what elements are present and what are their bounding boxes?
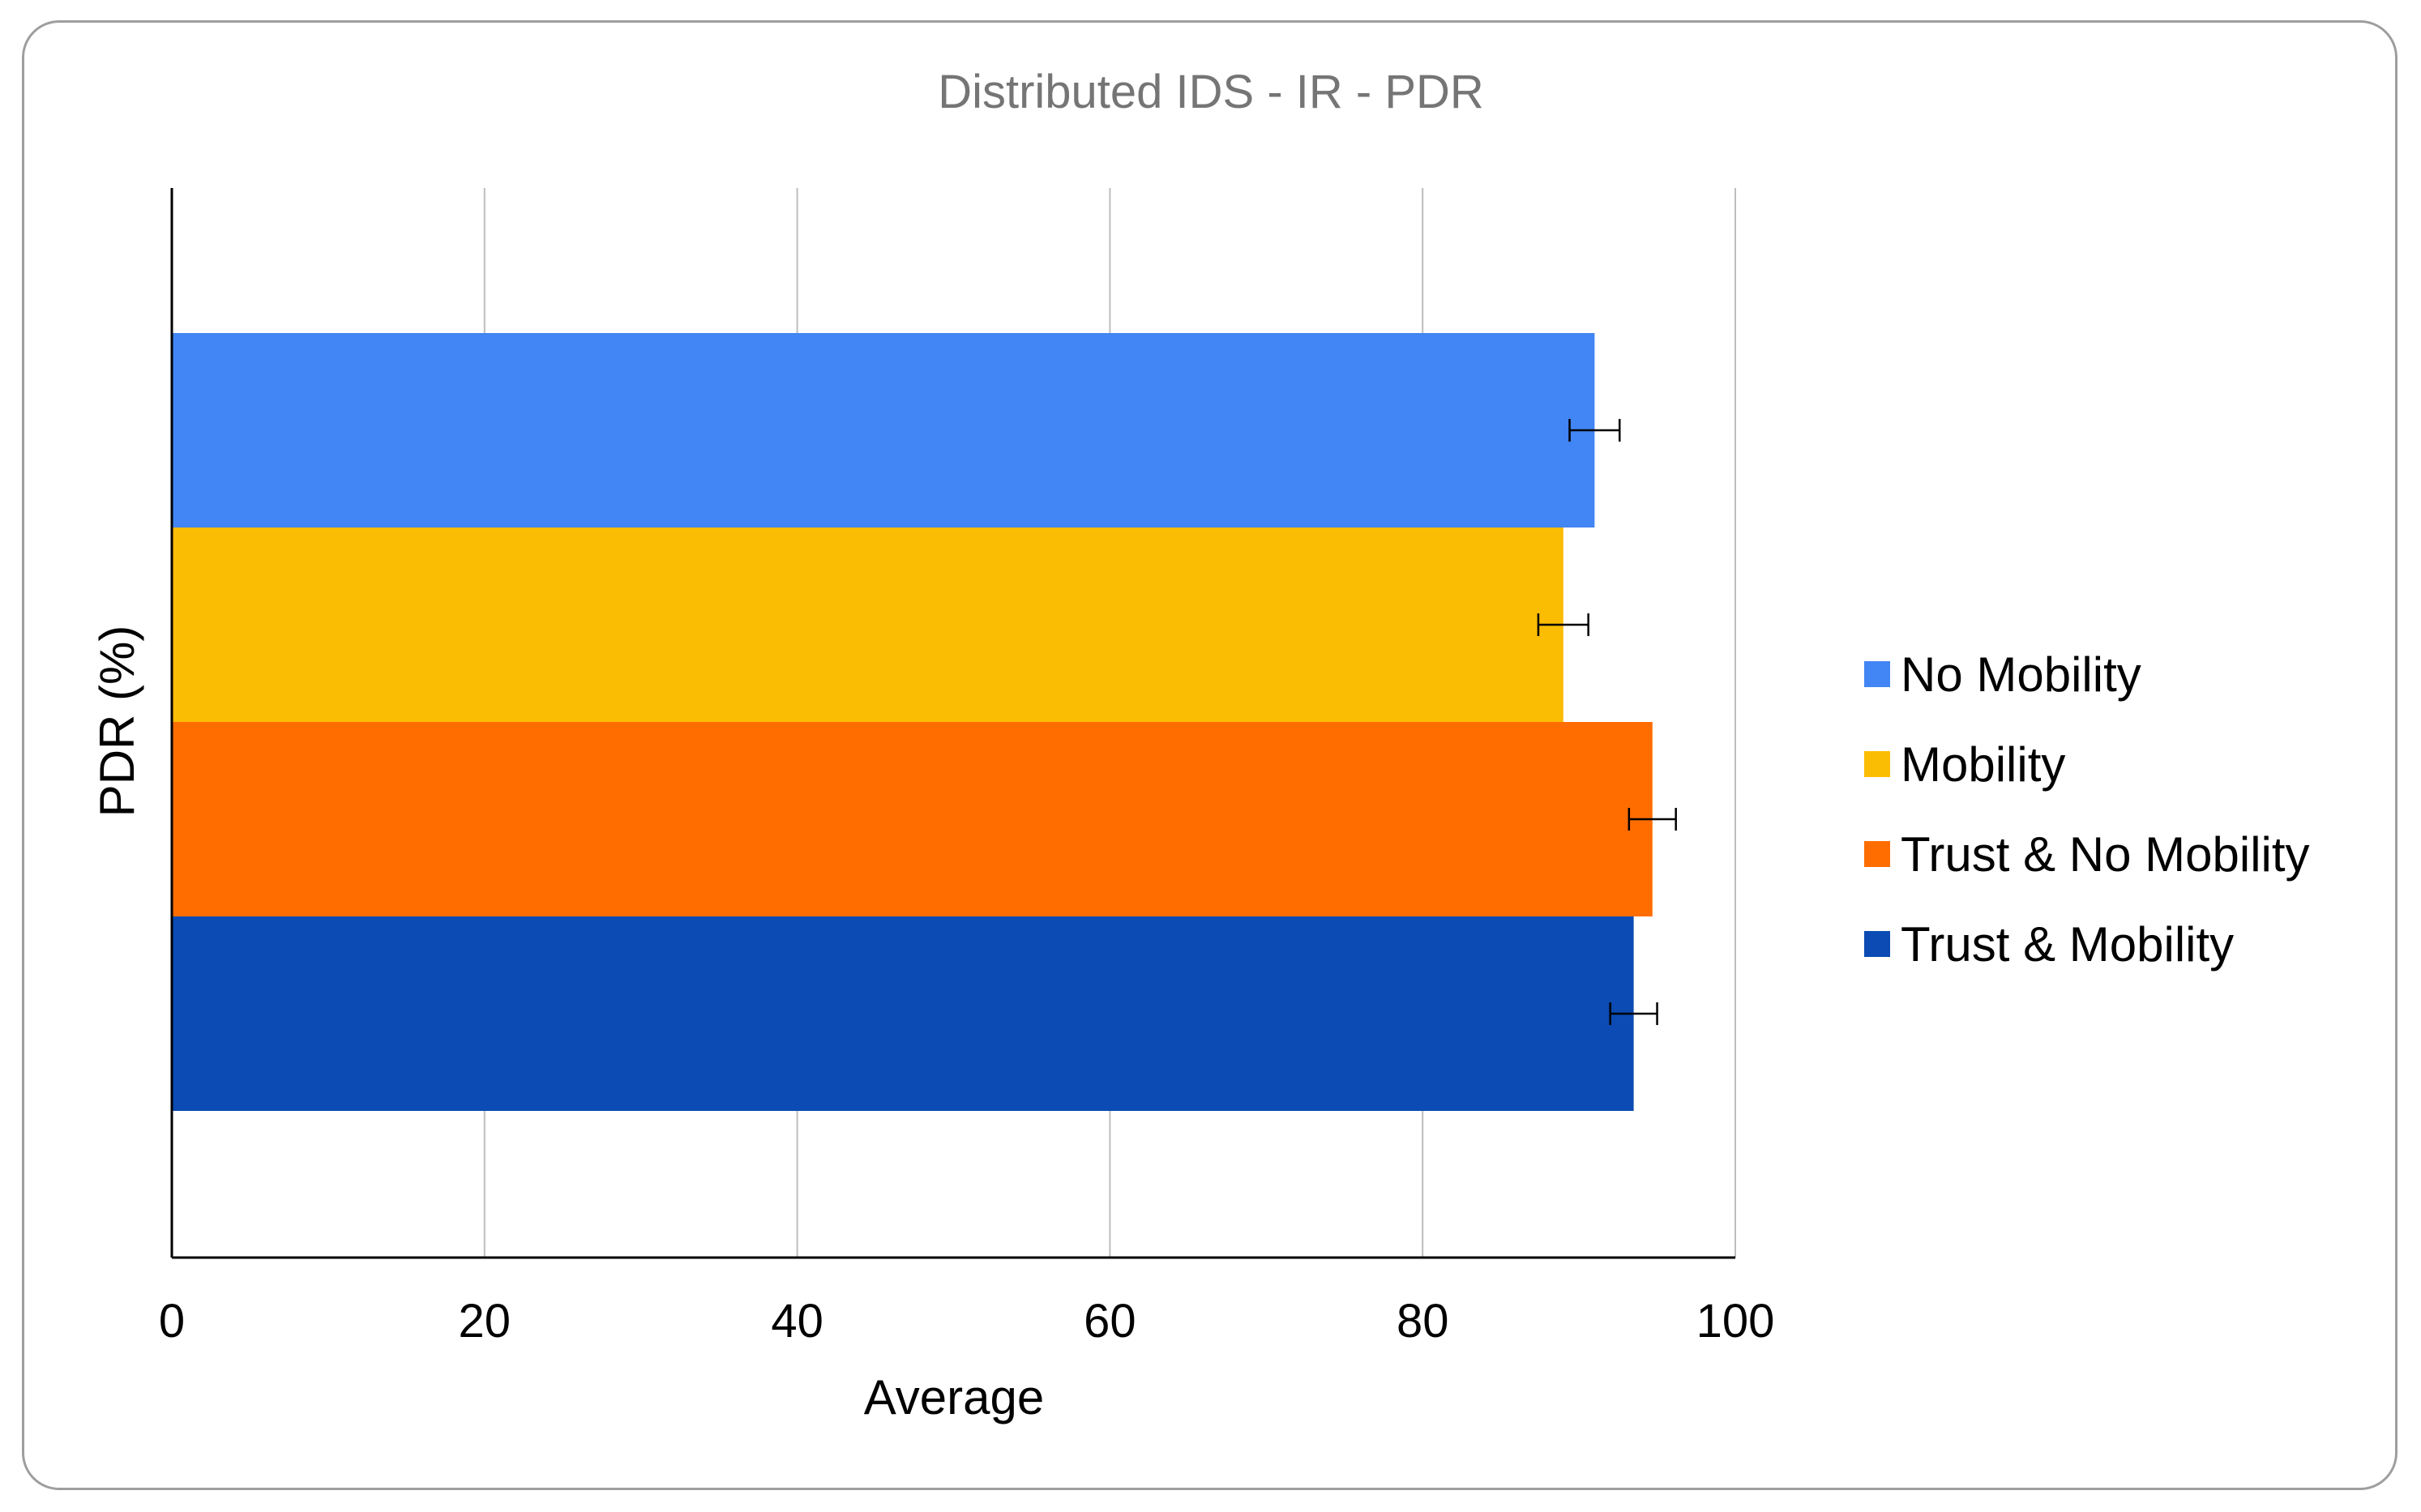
legend-label: No Mobility xyxy=(1901,647,2141,702)
legend: No Mobility Mobility Trust & No Mobility Tr… xyxy=(1864,647,2310,972)
x-tick-label: 20 xyxy=(459,1295,511,1348)
error-bar xyxy=(1628,808,1677,831)
legend-item: Trust & No Mobility xyxy=(1864,827,2310,882)
legend-swatch xyxy=(1864,661,1890,687)
bar-trust-mobility xyxy=(172,916,1634,1111)
bar-no-mobility xyxy=(172,333,1595,527)
bar-trust-no-mobility xyxy=(172,722,1653,916)
bars xyxy=(172,333,1653,1111)
error-bar xyxy=(1568,419,1621,442)
x-tick-label: 60 xyxy=(1084,1295,1136,1348)
legend-item: No Mobility xyxy=(1864,647,2141,702)
x-tick-labels: 0 20 40 60 80 100 xyxy=(159,1295,1775,1348)
bar-mobility xyxy=(172,527,1563,722)
legend-item: Mobility xyxy=(1864,737,2065,792)
legend-swatch xyxy=(1864,931,1890,957)
x-tick-label: 100 xyxy=(1696,1295,1775,1348)
chart-title: Distributed IDS - IR - PDR xyxy=(938,66,1484,118)
legend-label: Trust & No Mobility xyxy=(1901,827,2310,882)
error-bar xyxy=(1537,613,1589,636)
x-tick-label: 40 xyxy=(771,1295,823,1348)
legend-label: Mobility xyxy=(1901,737,2065,792)
legend-item: Trust & Mobility xyxy=(1864,917,2234,972)
y-axis-title: PDR (%) xyxy=(90,626,144,818)
error-bars xyxy=(1537,419,1677,1025)
error-bar xyxy=(1609,1002,1658,1025)
axes xyxy=(170,188,1735,1259)
x-axis-title: Average xyxy=(864,1370,1044,1424)
legend-swatch xyxy=(1864,751,1890,777)
legend-swatch xyxy=(1864,841,1890,867)
x-tick-label: 80 xyxy=(1397,1295,1449,1348)
legend-label: Trust & Mobility xyxy=(1901,917,2234,972)
x-tick-label: 0 xyxy=(159,1295,185,1348)
